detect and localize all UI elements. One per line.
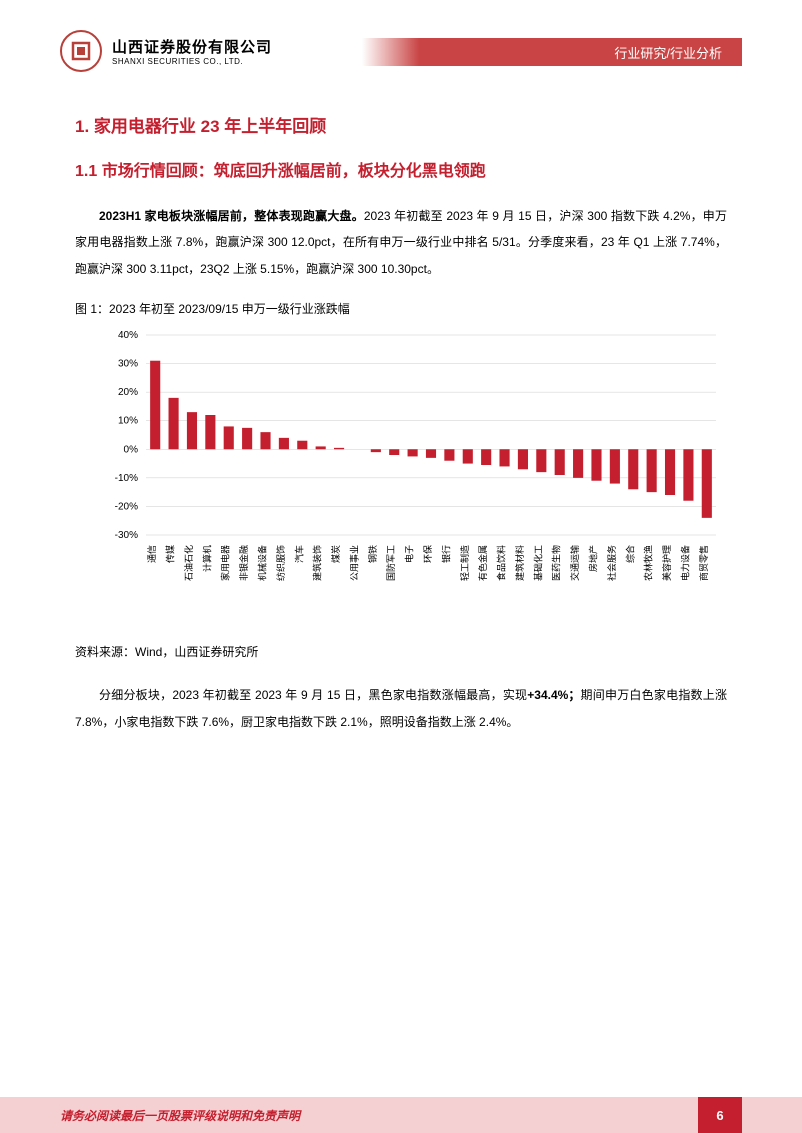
section-heading-1: 1. 家用电器行业 23 年上半年回顾 [75, 112, 727, 137]
para2-pre: 分细分板块，2023 年初截至 2023 年 9 月 15 日，黑色家电指数涨幅… [99, 688, 527, 702]
bar [260, 432, 270, 449]
bar [683, 449, 693, 500]
figure-1-title: 图 1：2023 年初至 2023/09/15 申万一级行业涨跌幅 [75, 300, 727, 317]
svg-text:公用事业: 公用事业 [348, 545, 359, 581]
svg-text:计算机: 计算机 [201, 545, 212, 572]
svg-text:通信: 通信 [146, 545, 157, 563]
bar-chart-svg: -30% -20% -10% 0% 10% 20% 30% 40% 通信传媒石油石化计算机家用电… [75, 325, 727, 635]
page-number: 6 [698, 1097, 742, 1133]
svg-text:纺织服饰: 纺织服饰 [275, 545, 286, 581]
bar [665, 449, 675, 495]
section-heading-1-1: 1.1 市场行情回顾：筑底回升涨幅居前，板块分化黑电领跑 [75, 157, 727, 181]
bar [242, 428, 252, 449]
footer-disclaimer: 请务必阅读最后一页股票评级说明和免责声明 [60, 1107, 300, 1124]
doc-category: 行业研究/行业分析 [614, 43, 722, 62]
svg-text:有色金属: 有色金属 [477, 545, 488, 581]
svg-text:传媒: 传媒 [165, 545, 176, 563]
bar [316, 447, 326, 450]
svg-text:国防军工: 国防军工 [385, 545, 396, 581]
bar [536, 449, 546, 472]
bar [555, 449, 565, 475]
svg-text:房地产: 房地产 [587, 545, 598, 572]
bar [499, 449, 509, 466]
svg-text:银行: 银行 [440, 545, 451, 563]
bar [205, 415, 215, 449]
bar [591, 449, 601, 480]
svg-text:电子: 电子 [404, 545, 415, 563]
company-name-cn: 山西证券股份有限公司 [112, 36, 272, 57]
page-content: 1. 家用电器行业 23 年上半年回顾 1.1 市场行情回顾：筑底回升涨幅居前，… [0, 92, 802, 735]
svg-text:家用电器: 家用电器 [220, 545, 231, 581]
page-footer: 请务必阅读最后一页股票评级说明和免责声明 6 [0, 1097, 802, 1133]
bar [463, 449, 473, 463]
svg-text:钢铁: 钢铁 [367, 545, 378, 563]
svg-text:交通运输: 交通运输 [569, 545, 580, 581]
bar [150, 361, 160, 450]
svg-text:建筑材料: 建筑材料 [514, 545, 525, 581]
svg-text:基础化工: 基础化工 [532, 545, 543, 581]
svg-text:环保: 环保 [422, 545, 433, 563]
paragraph-1: 2023H1 家电板块涨幅居前，整体表现跑赢大盘。2023 年初截至 2023 … [75, 203, 727, 282]
svg-text:汽车: 汽车 [293, 545, 304, 563]
svg-text:10%: 10% [118, 416, 138, 427]
bar [426, 449, 436, 458]
bar [481, 449, 491, 465]
svg-text:医药生物: 医药生物 [551, 545, 562, 581]
svg-text:-10%: -10% [115, 473, 138, 484]
bar [408, 449, 418, 456]
bar [573, 449, 583, 478]
svg-text:电力设备: 电力设备 [679, 545, 690, 581]
bar [389, 449, 399, 455]
bar [444, 449, 454, 460]
bar [628, 449, 638, 489]
svg-text:石油石化: 石油石化 [183, 545, 194, 581]
figure-1-chart: -30% -20% -10% 0% 10% 20% 30% 40% 通信传媒石油石化计算机家用电… [75, 325, 727, 635]
svg-text:40%: 40% [118, 330, 138, 341]
paragraph-2: 分细分板块，2023 年初截至 2023 年 9 月 15 日，黑色家电指数涨幅… [75, 682, 727, 735]
svg-text:轻工制造: 轻工制造 [459, 545, 470, 581]
svg-text:30%: 30% [118, 359, 138, 370]
bar [334, 448, 344, 449]
svg-text:建筑装饰: 建筑装饰 [312, 545, 323, 581]
bar [224, 427, 234, 450]
svg-text:20%: 20% [118, 387, 138, 398]
svg-text:社会服务: 社会服务 [606, 545, 617, 581]
figure-1-source: 资料来源：Wind，山西证券研究所 [75, 643, 727, 660]
bar [169, 398, 179, 449]
svg-text:综合: 综合 [624, 545, 635, 563]
logo-text: 山西证券股份有限公司 SHANXI SECURITIES CO., LTD. [112, 36, 272, 66]
header-banner: 行业研究/行业分析 [362, 38, 742, 66]
company-name-en: SHANXI SECURITIES CO., LTD. [112, 57, 272, 66]
bar [279, 438, 289, 449]
bar [187, 412, 197, 449]
para2-bold: +34.4%； [527, 688, 580, 702]
bar [518, 449, 528, 469]
bar [297, 441, 307, 450]
svg-text:商贸零售: 商贸零售 [698, 545, 709, 581]
svg-text:美容护理: 美容护理 [661, 545, 672, 581]
bar [702, 449, 712, 518]
svg-text:煤炭: 煤炭 [330, 545, 341, 563]
svg-text:机械设备: 机械设备 [257, 545, 268, 581]
bar [371, 449, 381, 452]
svg-text:0%: 0% [124, 444, 139, 455]
svg-text:-30%: -30% [115, 530, 138, 541]
svg-text:-20%: -20% [115, 502, 138, 513]
bar [610, 449, 620, 483]
company-logo-icon [60, 30, 102, 72]
logo-block: 山西证券股份有限公司 SHANXI SECURITIES CO., LTD. [60, 30, 272, 72]
para1-bold: 2023H1 家电板块涨幅居前，整体表现跑赢大盘。 [99, 209, 364, 223]
svg-text:食品饮料: 食品饮料 [496, 545, 507, 581]
svg-text:非银金融: 非银金融 [238, 545, 249, 581]
page-header: 山西证券股份有限公司 SHANXI SECURITIES CO., LTD. 行… [0, 0, 802, 92]
svg-text:农林牧渔: 农林牧渔 [643, 545, 654, 581]
bar [647, 449, 657, 492]
